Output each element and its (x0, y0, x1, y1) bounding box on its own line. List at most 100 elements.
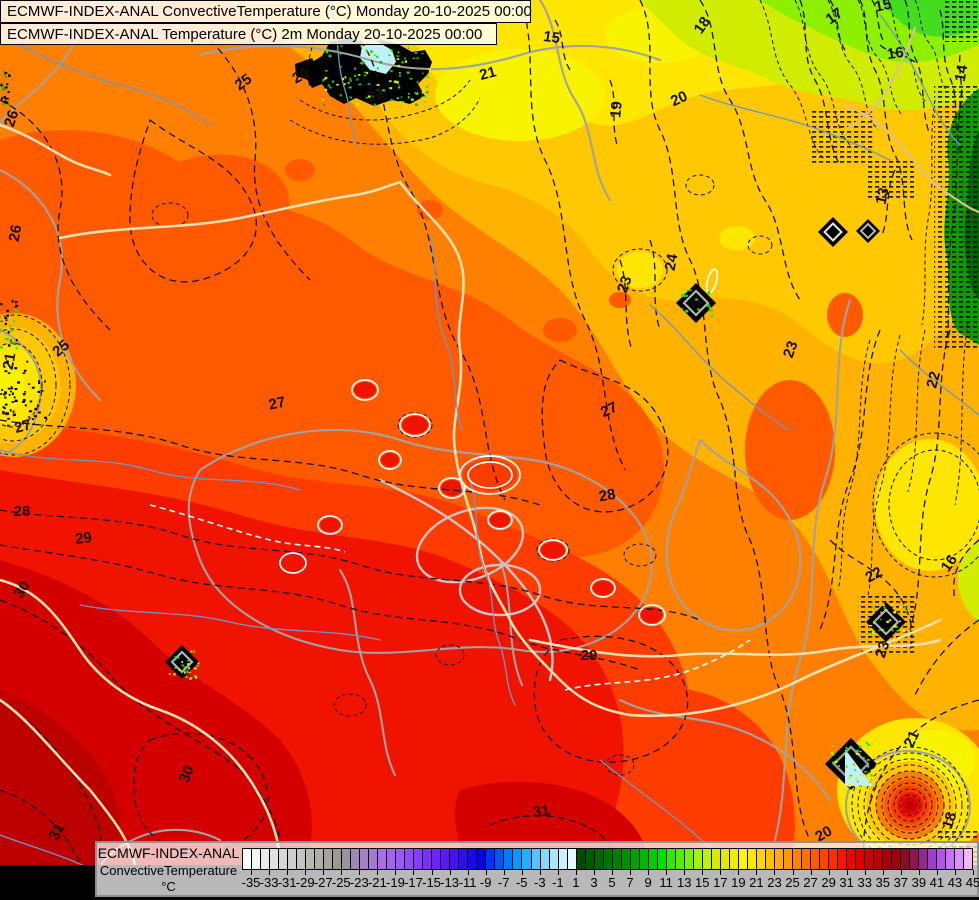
colorbar-cell (396, 849, 406, 869)
speckle-dot (12, 392, 14, 395)
speckle-dot (29, 410, 33, 413)
speckle-dot (856, 780, 859, 783)
speckle-dot (830, 751, 834, 755)
colorbar-tick-label: 31 (839, 875, 854, 890)
contour-label: 15 (873, 0, 893, 16)
speckle-dot (363, 74, 367, 77)
speckle-dot (3, 100, 7, 103)
speckle-dot (706, 304, 710, 307)
colorbar-tick (882, 870, 884, 875)
speckle-dot (401, 61, 404, 64)
colorbar-tick (792, 870, 794, 875)
speckle-dot (323, 78, 326, 81)
colorbar-tick (557, 870, 559, 875)
speckle-dot (32, 423, 36, 426)
colorbar-cell (558, 849, 568, 869)
speckle-dot (878, 629, 881, 632)
colorbar-cell (684, 849, 694, 869)
diamond-marker (676, 283, 716, 323)
legend-colorbar (242, 848, 973, 870)
speckle-dot (0, 320, 4, 323)
speckle-dot (371, 95, 374, 98)
speckle-dot (888, 619, 892, 622)
speckle-dot (367, 95, 371, 98)
speckle-dot (14, 387, 18, 391)
speckle-dot (342, 77, 345, 81)
speckle-dot (412, 57, 415, 60)
speckle-dot (189, 677, 192, 680)
speckle-dot (393, 80, 397, 83)
speckle-dot (13, 320, 16, 323)
colorbar-tick (449, 870, 451, 875)
speckle-dot (396, 55, 400, 57)
colorbar-tick-label: -23 (349, 875, 369, 890)
speckle-dot (854, 777, 858, 780)
speckle-dot (859, 745, 862, 749)
colorbar-cell (405, 849, 415, 869)
contour-label: 26 (6, 224, 26, 243)
colorbar-cell (865, 849, 875, 869)
colorbar-cell (774, 849, 784, 869)
speckle-dot (173, 673, 176, 676)
speckle-dot (681, 293, 684, 296)
contour-label: 20 (812, 823, 835, 846)
colorbar-tick (810, 870, 812, 875)
colorbar-cell (459, 849, 469, 869)
speckle-dot (846, 748, 850, 750)
speckle-dot (349, 79, 352, 82)
speckle-dot (347, 82, 350, 84)
speckle-dot (880, 611, 883, 614)
speckle-dot (9, 409, 12, 412)
hot-spot-bullseye (837, 718, 979, 862)
speckle-dot (323, 103, 326, 106)
contour-label: 27 (13, 416, 34, 437)
speckle-dot (861, 756, 865, 759)
speckle-dot (8, 393, 11, 396)
speckle-dot (883, 607, 886, 609)
colorbar-tick-label: 19 (731, 875, 746, 890)
colorbar-tick (341, 870, 343, 875)
speckle-dot (189, 671, 191, 674)
speckle-dot (0, 97, 3, 100)
speckle-dot (903, 606, 906, 608)
speckle-dot (322, 79, 325, 82)
colorbar-tick-label: -13 (440, 875, 459, 890)
colorbar-cell (919, 849, 929, 869)
speckle-dot (12, 414, 16, 417)
speckle-dot (28, 416, 30, 418)
colorbar-tick (485, 870, 487, 875)
speckle-dot (399, 71, 401, 74)
speckle-dot (881, 628, 884, 631)
speckle-dot (873, 608, 876, 610)
colorbar-cell (801, 849, 811, 869)
speckle-dot (389, 87, 393, 90)
contour-label: 21 (478, 63, 499, 84)
speckle-dot (26, 360, 29, 363)
colorbar-cell (820, 849, 830, 869)
colorbar-tick-label: 27 (803, 875, 818, 890)
speckle-dot (376, 84, 380, 86)
speckle-dot (194, 676, 198, 679)
speckle-dot (34, 407, 38, 411)
contour-label: 30 (11, 578, 34, 601)
speckle-dot (845, 747, 848, 749)
speckle-dot (37, 404, 40, 407)
colorbar-tick (323, 870, 325, 875)
speckle-dot (3, 393, 6, 396)
speckle-dot (348, 86, 352, 89)
speckle-dot (418, 47, 421, 49)
speckle-dot (322, 98, 325, 101)
speckle-dot (401, 101, 405, 103)
speckle-dot (404, 57, 406, 60)
colorbar-tick (702, 870, 704, 875)
speckle-dot (325, 51, 329, 54)
contour-label: 31 (46, 821, 69, 844)
speckle-dot (4, 71, 8, 75)
colorbar-tick (305, 870, 307, 875)
speckle-dot (6, 412, 10, 415)
colorbar-tick-label: 39 (911, 875, 927, 890)
speckle-dot (697, 308, 700, 311)
colorbar-tick-label: -17 (404, 875, 423, 890)
colorbar-cell (324, 849, 334, 869)
